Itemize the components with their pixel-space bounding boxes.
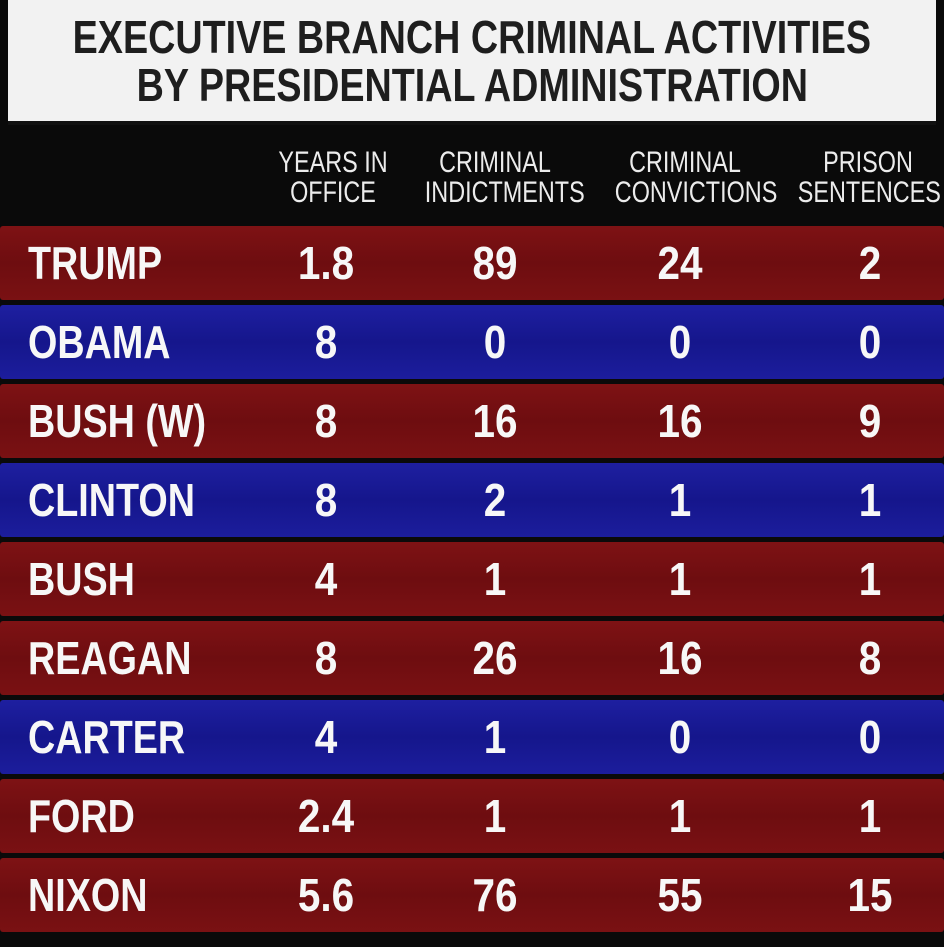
cell-prison-sentences: 15 [847, 869, 893, 921]
cell-criminal-convictions: 0 [668, 316, 692, 368]
cell-prison-sentences: 8 [858, 632, 882, 684]
cell-years-in-office: 8 [314, 395, 338, 447]
president-name: CLINTON [28, 474, 195, 526]
cell-criminal-convictions: 1 [668, 790, 692, 842]
table-row: NIXON 5.6 76 55 15 [0, 858, 944, 932]
cell-years-in-office: 8 [314, 632, 338, 684]
cell-years-in-office: 4 [314, 553, 338, 605]
cell-years-in-office: 1.8 [297, 237, 355, 289]
cell-criminal-convictions: 1 [668, 474, 692, 526]
cell-criminal-convictions: 55 [657, 869, 703, 921]
cell-criminal-indictments: 76 [472, 869, 518, 921]
president-name: FORD [28, 790, 135, 842]
president-name: CARTER [28, 711, 186, 763]
table-row: CLINTON 8 2 1 1 [0, 463, 944, 537]
table-row: TRUMP 1.8 89 24 2 [0, 226, 944, 300]
cell-years-in-office: 4 [314, 711, 338, 763]
table-row: OBAMA 8 0 0 0 [0, 305, 944, 379]
president-name: BUSH [28, 553, 135, 605]
cell-years-in-office: 8 [314, 474, 338, 526]
cell-criminal-convictions: 16 [657, 632, 703, 684]
cell-criminal-convictions: 16 [657, 395, 703, 447]
cell-prison-sentences: 1 [858, 553, 882, 605]
chart-title-line-2: BY PRESIDENTIAL ADMINISTRATION [136, 58, 808, 111]
cell-years-in-office: 5.6 [297, 869, 355, 921]
cell-criminal-indictments: 2 [483, 474, 507, 526]
cell-criminal-convictions: 24 [657, 237, 703, 289]
cell-prison-sentences: 0 [858, 711, 882, 763]
cell-criminal-indictments: 1 [483, 790, 507, 842]
table-row: CARTER 4 1 0 0 [0, 700, 944, 774]
table-row: FORD 2.4 1 1 1 [0, 779, 944, 853]
cell-criminal-indictments: 89 [472, 237, 518, 289]
cell-prison-sentences: 2 [858, 237, 882, 289]
cell-prison-sentences: 9 [858, 395, 882, 447]
column-header-row: YEARS IN OFFICE CRIMINAL INDICTMENTS CRI… [0, 130, 944, 224]
president-name: NIXON [28, 869, 148, 921]
president-name: BUSH (W) [28, 395, 207, 447]
cell-criminal-indictments: 16 [472, 395, 518, 447]
cell-criminal-convictions: 1 [668, 553, 692, 605]
president-name: TRUMP [28, 237, 163, 289]
column-header-years-in-office: YEARS IN OFFICE [278, 146, 388, 209]
cell-years-in-office: 8 [314, 316, 338, 368]
table-row: BUSH (W) 8 16 16 9 [0, 384, 944, 458]
cell-years-in-office: 2.4 [297, 790, 355, 842]
cell-prison-sentences: 1 [858, 790, 882, 842]
chart-title-line-1: EXECUTIVE BRANCH CRIMINAL ACTIVITIES [72, 10, 872, 63]
column-header-prison-sentences: PRISON SENTENCES [797, 146, 941, 209]
cell-prison-sentences: 1 [858, 474, 882, 526]
table-row: BUSH 4 1 1 1 [0, 542, 944, 616]
cell-criminal-convictions: 0 [668, 711, 692, 763]
cell-criminal-indictments: 0 [483, 316, 507, 368]
column-header-criminal-indictments: CRIMINAL INDICTMENTS [424, 146, 585, 209]
table-row: REAGAN 8 26 16 8 [0, 621, 944, 695]
cell-criminal-indictments: 26 [472, 632, 518, 684]
president-name: REAGAN [28, 632, 192, 684]
column-header-criminal-convictions: CRIMINAL CONVICTIONS [614, 146, 778, 209]
cell-criminal-indictments: 1 [483, 553, 507, 605]
chart-title: EXECUTIVE BRANCH CRIMINAL ACTIVITIES BY … [8, 0, 936, 125]
cell-criminal-indictments: 1 [483, 711, 507, 763]
president-name: OBAMA [28, 316, 171, 368]
cell-prison-sentences: 0 [858, 316, 882, 368]
